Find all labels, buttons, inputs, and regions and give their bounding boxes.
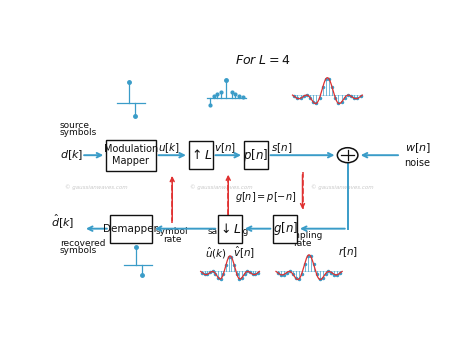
Text: symbols: symbols [60, 128, 97, 137]
FancyBboxPatch shape [110, 215, 152, 243]
Text: $d[k]$: $d[k]$ [60, 148, 83, 162]
Text: rate: rate [163, 235, 182, 244]
Text: recovered: recovered [60, 239, 106, 248]
Text: $\hat{v}[n]$: $\hat{v}[n]$ [233, 245, 255, 262]
Text: © gaussianwaves.com: © gaussianwaves.com [64, 185, 128, 190]
Text: sampling: sampling [208, 227, 249, 236]
Text: Demapper: Demapper [103, 224, 158, 234]
FancyBboxPatch shape [106, 140, 155, 171]
Text: $u[k]$: $u[k]$ [157, 142, 179, 155]
Text: $\hat{d}[k]$: $\hat{d}[k]$ [51, 213, 74, 231]
FancyBboxPatch shape [218, 215, 242, 243]
FancyBboxPatch shape [273, 215, 297, 243]
Text: Modulation
Mapper: Modulation Mapper [104, 144, 158, 166]
Text: $r[n]$: $r[n]$ [337, 245, 358, 259]
Text: rate: rate [219, 235, 237, 244]
Text: $g[n]$: $g[n]$ [273, 220, 298, 237]
FancyBboxPatch shape [189, 141, 213, 169]
Text: source: source [60, 121, 90, 130]
Text: $p[n]$: $p[n]$ [243, 147, 268, 164]
Text: $\uparrow L$: $\uparrow L$ [189, 148, 212, 162]
Text: sampling: sampling [282, 231, 323, 240]
Text: $v[n]$: $v[n]$ [214, 142, 237, 155]
Text: noise: noise [405, 158, 430, 168]
Text: symbols: symbols [60, 246, 97, 255]
Text: For $L = 4$: For $L = 4$ [236, 54, 291, 67]
Text: $w[n]$: $w[n]$ [405, 142, 430, 155]
Text: $s[n]$: $s[n]$ [272, 142, 292, 155]
Text: $\hat{u}(k)$: $\hat{u}(k)$ [205, 245, 227, 261]
Text: $\downarrow L$: $\downarrow L$ [219, 222, 242, 236]
Text: © gaussianwaves.com: © gaussianwaves.com [190, 185, 252, 190]
Text: © gaussianwaves.com: © gaussianwaves.com [311, 185, 374, 190]
Text: symbol: symbol [156, 227, 189, 236]
Text: $g[n]=p[-n]$: $g[n]=p[-n]$ [235, 190, 296, 204]
FancyBboxPatch shape [244, 141, 268, 169]
Text: rate: rate [293, 239, 312, 248]
